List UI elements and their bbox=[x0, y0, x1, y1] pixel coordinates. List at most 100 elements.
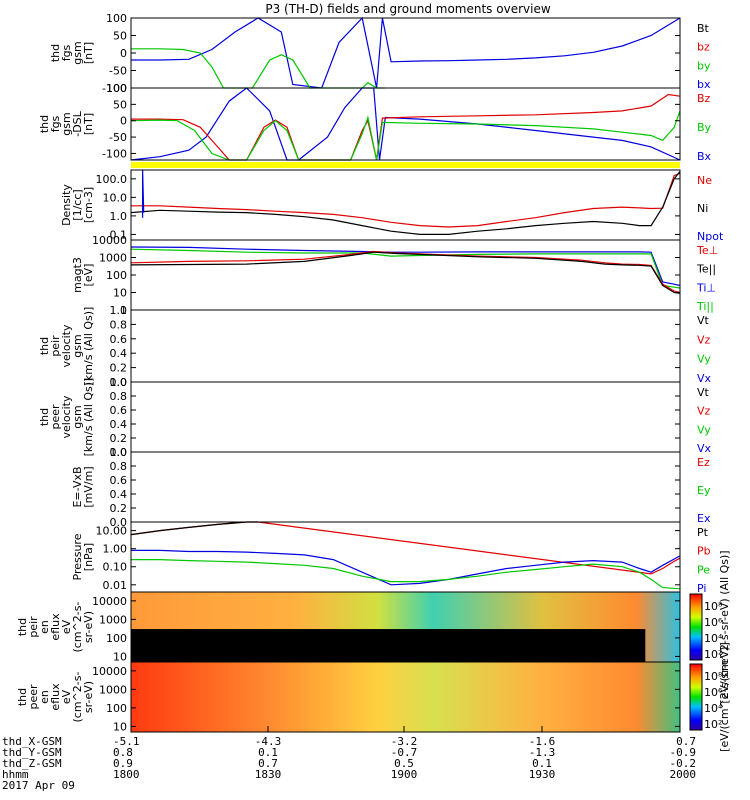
y-tick-label: 0.6 bbox=[110, 474, 128, 487]
series-line-Bx bbox=[130, 87, 681, 161]
y-axis-label-line: peer bbox=[49, 404, 62, 430]
panel-frame bbox=[130, 381, 681, 453]
footer-value: 0.1 bbox=[532, 757, 552, 770]
y-tick-label: 0.4 bbox=[110, 488, 128, 501]
legend-entry: Pb bbox=[697, 545, 711, 558]
y-tick-label: 0.6 bbox=[110, 333, 128, 346]
panel-frame bbox=[130, 661, 681, 733]
colorbar-tick-label: 10² bbox=[704, 718, 722, 731]
y-tick-label: -50 bbox=[109, 131, 127, 144]
legend-entry: By bbox=[697, 121, 712, 134]
y-tick-label: 10.0 bbox=[103, 191, 128, 204]
footer-value: -3.2 bbox=[391, 735, 418, 748]
y-axis-label-line: thd bbox=[16, 688, 29, 706]
legend-entry: Vz bbox=[697, 405, 711, 418]
series-line-by bbox=[131, 48, 386, 89]
series-line-By bbox=[130, 110, 681, 161]
series-line-bx bbox=[131, 16, 681, 89]
footer-row-label: thd_Y-GSM bbox=[2, 746, 62, 759]
legend-entry: Ne bbox=[697, 174, 712, 187]
y-tick-label: 1.0 bbox=[110, 446, 128, 459]
y-tick-label: 10.00 bbox=[96, 525, 128, 538]
legend-entry: bz bbox=[697, 41, 710, 54]
y-axis-label-line: gsm bbox=[71, 41, 84, 64]
y-tick-label: 1000 bbox=[99, 683, 127, 696]
panel-frame bbox=[130, 17, 681, 89]
panel-peer_spectrogram: 10⁸10⁶10⁴10²[eV/(cm^2-s-sr-eV)]100001000… bbox=[16, 642, 731, 752]
legend-entry: Ex bbox=[697, 512, 711, 525]
y-tick-label: 100 bbox=[106, 632, 127, 645]
panel-peir_velocity: 1.00.80.60.40.20.0thdpeirvelocitygsm[km/… bbox=[38, 304, 712, 389]
footer-value: 0.7 bbox=[258, 757, 278, 770]
colorbar-tick-label: 10⁸ bbox=[704, 600, 723, 613]
y-tick-label: 0.2 bbox=[110, 502, 128, 515]
legend-entry: bx bbox=[697, 78, 711, 91]
y-tick-label: 10 bbox=[113, 287, 127, 300]
y-tick-label: 0.0 bbox=[110, 446, 128, 459]
y-axis-label-line: magt3 bbox=[71, 257, 84, 293]
footer-row-label: thd_X-GSM bbox=[2, 735, 62, 748]
legend-entry: Npot bbox=[697, 230, 724, 243]
panel-pressure: 10.00 1.00 0.10 0.01 Pressure[nPa] Pt Pb Pe Pi bbox=[71, 521, 711, 595]
colorbar bbox=[689, 593, 703, 661]
colorbar-tick-label: 10⁴ bbox=[704, 632, 723, 645]
colorbar-tick-label: 10² bbox=[704, 648, 722, 661]
y-tick-label: 0.8 bbox=[110, 390, 128, 403]
legend-entry: Bx bbox=[697, 150, 712, 163]
y-axis-label-line: gsm bbox=[71, 334, 84, 357]
footer-value: -1.6 bbox=[529, 735, 556, 748]
y-tick-label: 50 bbox=[113, 30, 127, 43]
colorbar-label: [eV/(cm^2-s-sr-eV)] bbox=[718, 642, 731, 752]
footer-value: 2000 bbox=[670, 768, 697, 781]
y-tick-label: 0.2 bbox=[110, 432, 128, 445]
y-axis-label-line: E=-VxB bbox=[71, 466, 84, 507]
y-tick-label: 10 bbox=[113, 650, 127, 663]
y-tick-label: 0.6 bbox=[110, 404, 128, 417]
y-axis-label-line: [cm-3] bbox=[82, 187, 95, 223]
y-tick-label: 100 bbox=[106, 269, 127, 282]
y-tick-label: 10000 bbox=[92, 595, 127, 608]
legend-entry: Vy bbox=[697, 423, 711, 436]
y-tick-label: 50 bbox=[113, 98, 127, 111]
colorbar-label: [eV/(cm^2-s-sr-eV) (All Qs)] bbox=[718, 550, 731, 703]
y-tick-label: 1.0 bbox=[110, 210, 128, 223]
y-tick-label: 0 bbox=[120, 115, 127, 128]
footer-value: 0.1 bbox=[258, 746, 278, 759]
series-line-Te⊥ bbox=[130, 250, 681, 294]
footer-row-label: hhmm bbox=[2, 768, 29, 781]
series-line-Ni bbox=[130, 171, 681, 235]
chart-title: P3 (TH-D) fields and ground moments over… bbox=[265, 2, 550, 16]
colorbar-tick-label: 10⁶ bbox=[704, 616, 723, 629]
footer-value: -1.3 bbox=[529, 746, 556, 759]
legend-entry: Pe bbox=[697, 563, 710, 576]
y-axis-label-line: thd bbox=[38, 115, 51, 133]
y-axis-label-line: [1/cc] bbox=[71, 189, 84, 220]
footer-value: -0.2 bbox=[670, 757, 697, 770]
y-axis-label-line: eV bbox=[60, 619, 73, 634]
series-line-Pi bbox=[131, 549, 681, 586]
series-line-Npot bbox=[142, 169, 145, 218]
panel-peir_spectrogram: 10⁸ 10⁶ 10⁴ 10²[eV/(cm^2-s-sr-eV) (All Qs)]… bbox=[16, 550, 731, 703]
y-tick-label: 10 bbox=[113, 720, 127, 733]
legend-entry: Te⊥ bbox=[696, 244, 718, 257]
y-axis-label-line: en bbox=[38, 690, 51, 704]
y-axis-label-line: peir bbox=[27, 616, 40, 638]
legend-entry: Ey bbox=[697, 484, 711, 497]
date-label: 2017 Apr 09 bbox=[2, 779, 75, 792]
y-axis-label-line: [km/s (All Qs)] bbox=[82, 307, 95, 386]
y-tick-label: 0 bbox=[120, 47, 127, 60]
y-tick-label: 100.0 bbox=[96, 173, 128, 186]
colorbar-tick-label: 10⁸ bbox=[704, 670, 723, 683]
footer-value: 1900 bbox=[391, 768, 418, 781]
legend-entry: Ni bbox=[697, 202, 708, 215]
y-axis-label-line: eflux bbox=[49, 613, 62, 641]
ephemeris-footer: thd_X-GSM -5.1 -4.3 -3.2 -1.6 0.7 thd_Y-GSM 0.8… bbox=[2, 726, 696, 792]
y-axis-label-line: sr-eV) bbox=[82, 681, 95, 713]
y-tick-label: 100 bbox=[106, 702, 127, 715]
y-axis-label-line: thd bbox=[38, 408, 51, 426]
footer-value: 0.9 bbox=[113, 757, 133, 770]
series-line-Ti|| bbox=[130, 248, 681, 289]
footer-value: 0.7 bbox=[676, 735, 696, 748]
legend-entry: by bbox=[697, 59, 711, 72]
